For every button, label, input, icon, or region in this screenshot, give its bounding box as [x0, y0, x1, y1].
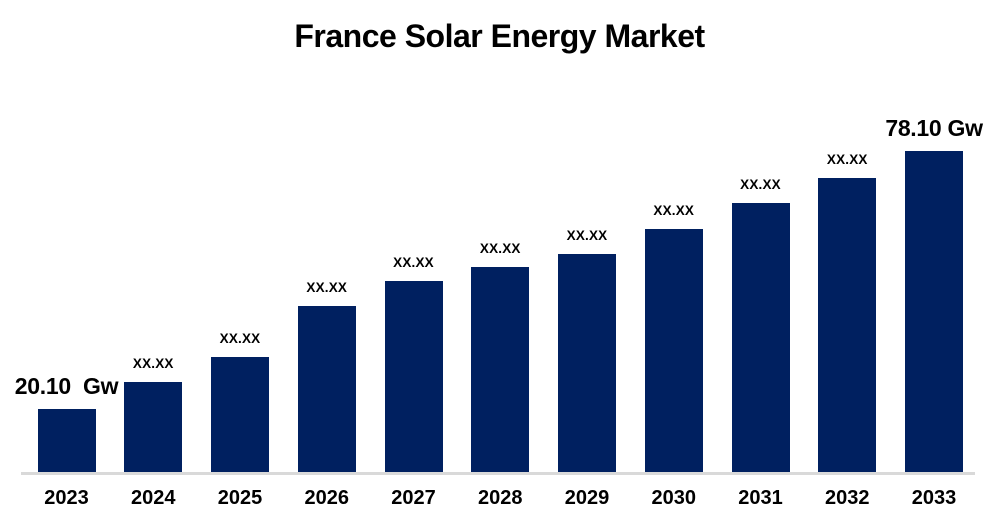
x-tick-label: 2029: [564, 487, 610, 509]
x-tick-label: 2023: [44, 487, 89, 509]
chart-title: France Solar Energy Market: [294, 18, 705, 54]
bar-2030: [644, 229, 703, 472]
bar-2024: [124, 382, 183, 472]
x-tick-label: 2031: [738, 487, 783, 509]
x-tick-label: 2024: [131, 487, 176, 509]
bar-value-label: XX.XX: [219, 331, 261, 346]
x-tick-label: 2033: [911, 487, 957, 509]
bar-value-label: XX.XX: [479, 241, 521, 256]
x-tick-label: 2028: [478, 487, 523, 509]
x-tick-label: 2025: [217, 487, 263, 509]
bar-2026: [297, 306, 356, 472]
x-tick-label: 2027: [391, 487, 436, 509]
bar-value-label: XX.XX: [566, 228, 608, 243]
bar-value-label: XX.XX: [740, 177, 781, 192]
bar-2025: [211, 357, 269, 472]
bar-value-label: XX.XX: [826, 152, 868, 167]
bar-2027: [384, 281, 443, 472]
bar-value-label: 20.10 Gw: [14, 373, 119, 399]
bar-value-label: 78.10 Gw: [885, 115, 983, 141]
bar-2031: [731, 203, 790, 472]
x-tick-label: 2026: [304, 487, 350, 509]
bar-2023: [37, 409, 96, 472]
x-tick-label: 2032: [825, 487, 870, 509]
bar-2033: [905, 151, 963, 472]
bar-2032: [818, 178, 877, 472]
x-tick-label: 2030: [651, 487, 697, 509]
bar-2029: [558, 254, 616, 472]
bar-value-label: XX.XX: [653, 203, 695, 218]
bar-value-label: XX.XX: [132, 356, 174, 371]
x-axis-line: [21, 472, 975, 475]
bar-value-label: XX.XX: [393, 255, 434, 270]
bar-value-label: XX.XX: [306, 280, 348, 295]
bar-2028: [471, 267, 530, 472]
